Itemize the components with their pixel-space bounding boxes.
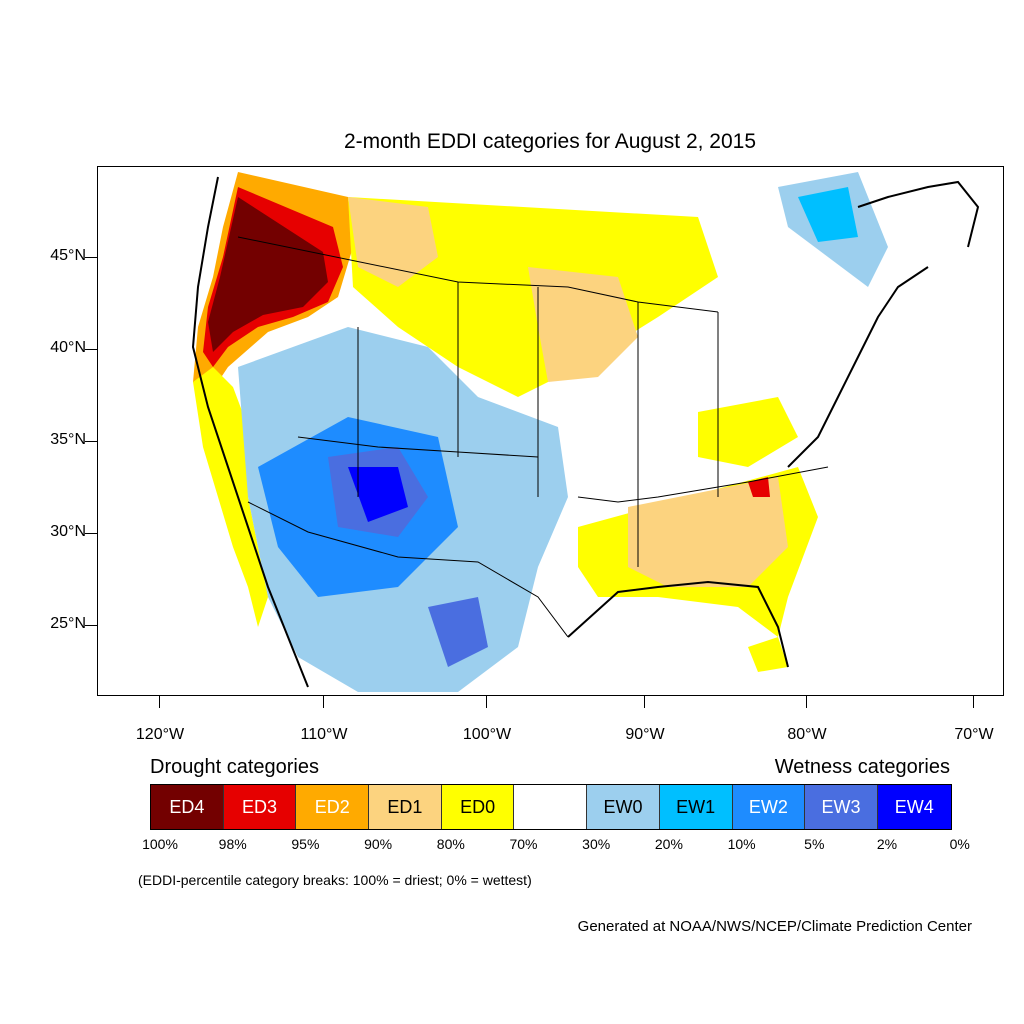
drought-categories-heading: Drought categories bbox=[150, 756, 319, 778]
legend-break-label: 30% bbox=[582, 836, 611, 852]
lat-tick-35n bbox=[85, 441, 97, 442]
category-note: (EDDI-percentile category breaks: 100% =… bbox=[138, 872, 532, 888]
legend-swatch-ed0: ED0 bbox=[441, 785, 515, 829]
legend-break-label: 0% bbox=[949, 836, 970, 852]
lon-tick-70w bbox=[973, 696, 974, 708]
drought-region-ed3-carolinas bbox=[748, 477, 770, 497]
drought-region-ed4-northwest bbox=[208, 197, 328, 352]
legend-break-label: 98% bbox=[218, 836, 247, 852]
legend-break-label: 5% bbox=[804, 836, 825, 852]
lon-tick-90w bbox=[644, 696, 645, 708]
lat-label-40n: 40°N bbox=[50, 339, 86, 356]
legend-break-label: 80% bbox=[436, 836, 465, 852]
legend-break-label: 70% bbox=[509, 836, 538, 852]
lat-label-35n: 35°N bbox=[50, 431, 86, 448]
coastlines bbox=[191, 176, 980, 688]
legend-break-label: 95% bbox=[291, 836, 320, 852]
drought-region-ed0-ohio-valley bbox=[698, 397, 798, 467]
legend-swatch-ew4: EW4 bbox=[877, 785, 951, 829]
legend-swatch-ew3: EW3 bbox=[805, 785, 878, 829]
lon-label-120w: 120°W bbox=[135, 726, 185, 743]
drought-region-ed1-southeast bbox=[628, 477, 788, 587]
wetness-categories-heading: Wetness categories bbox=[774, 756, 950, 778]
lat-tick-40n bbox=[85, 349, 97, 350]
lon-tick-100w bbox=[486, 696, 487, 708]
legend-swatch-neutral bbox=[514, 785, 588, 829]
wetness-region-ew3-mexico bbox=[428, 597, 488, 667]
wetness-region-ew1-quebec bbox=[798, 187, 858, 242]
lat-label-45n: 45°N bbox=[50, 247, 86, 264]
drought-region-ed0-florida bbox=[748, 637, 788, 672]
lon-label-100w: 100°W bbox=[462, 726, 512, 743]
lat-tick-25n bbox=[85, 625, 97, 626]
eddi-map-canvas bbox=[98, 167, 1003, 695]
lat-label-25n: 25°N bbox=[50, 615, 86, 632]
lon-tick-80w bbox=[806, 696, 807, 708]
legend-break-label: 2% bbox=[876, 836, 898, 852]
legend-break-label: 20% bbox=[654, 836, 683, 852]
legend-swatch-ed4: ED4 bbox=[151, 785, 224, 829]
lon-label-110w: 110°W bbox=[300, 726, 348, 743]
legend-break-label: 90% bbox=[364, 836, 393, 852]
eddi-map bbox=[97, 166, 1004, 696]
legend-swatch-ew0: EW0 bbox=[587, 785, 660, 829]
lat-tick-30n bbox=[85, 533, 97, 534]
map-title: 2-month EDDI categories for August 2, 20… bbox=[343, 130, 757, 153]
lat-label-30n: 30°N bbox=[50, 523, 86, 540]
legend-break-label: 100% bbox=[142, 836, 178, 852]
legend-swatch-ew2: EW2 bbox=[732, 785, 806, 829]
lon-label-80w: 80°W bbox=[787, 726, 827, 743]
legend-swatch-ed3: ED3 bbox=[223, 785, 297, 829]
lon-tick-120w bbox=[159, 696, 160, 708]
legend-swatch-ed2: ED2 bbox=[296, 785, 370, 829]
legend-break-label: 10% bbox=[727, 836, 756, 852]
lat-tick-45n bbox=[85, 257, 97, 258]
us-boundaries bbox=[237, 236, 829, 638]
lon-tick-110w bbox=[323, 696, 324, 708]
lon-label-90w: 90°W bbox=[625, 726, 665, 743]
drought-region-ed0-california bbox=[193, 367, 268, 627]
lon-label-70w: 70°W bbox=[954, 726, 994, 743]
legend-swatch-ew1: EW1 bbox=[659, 785, 733, 829]
legend-swatch-ed1: ED1 bbox=[369, 785, 442, 829]
credit-line: Generated at NOAA/NWS/NCEP/Climate Predi… bbox=[577, 918, 972, 935]
category-legend: ED4 ED3 ED2 ED1 ED0 EW0 EW1 EW2 EW3 EW4 bbox=[150, 784, 952, 830]
wetness-region-ew4-southwest bbox=[348, 467, 408, 522]
